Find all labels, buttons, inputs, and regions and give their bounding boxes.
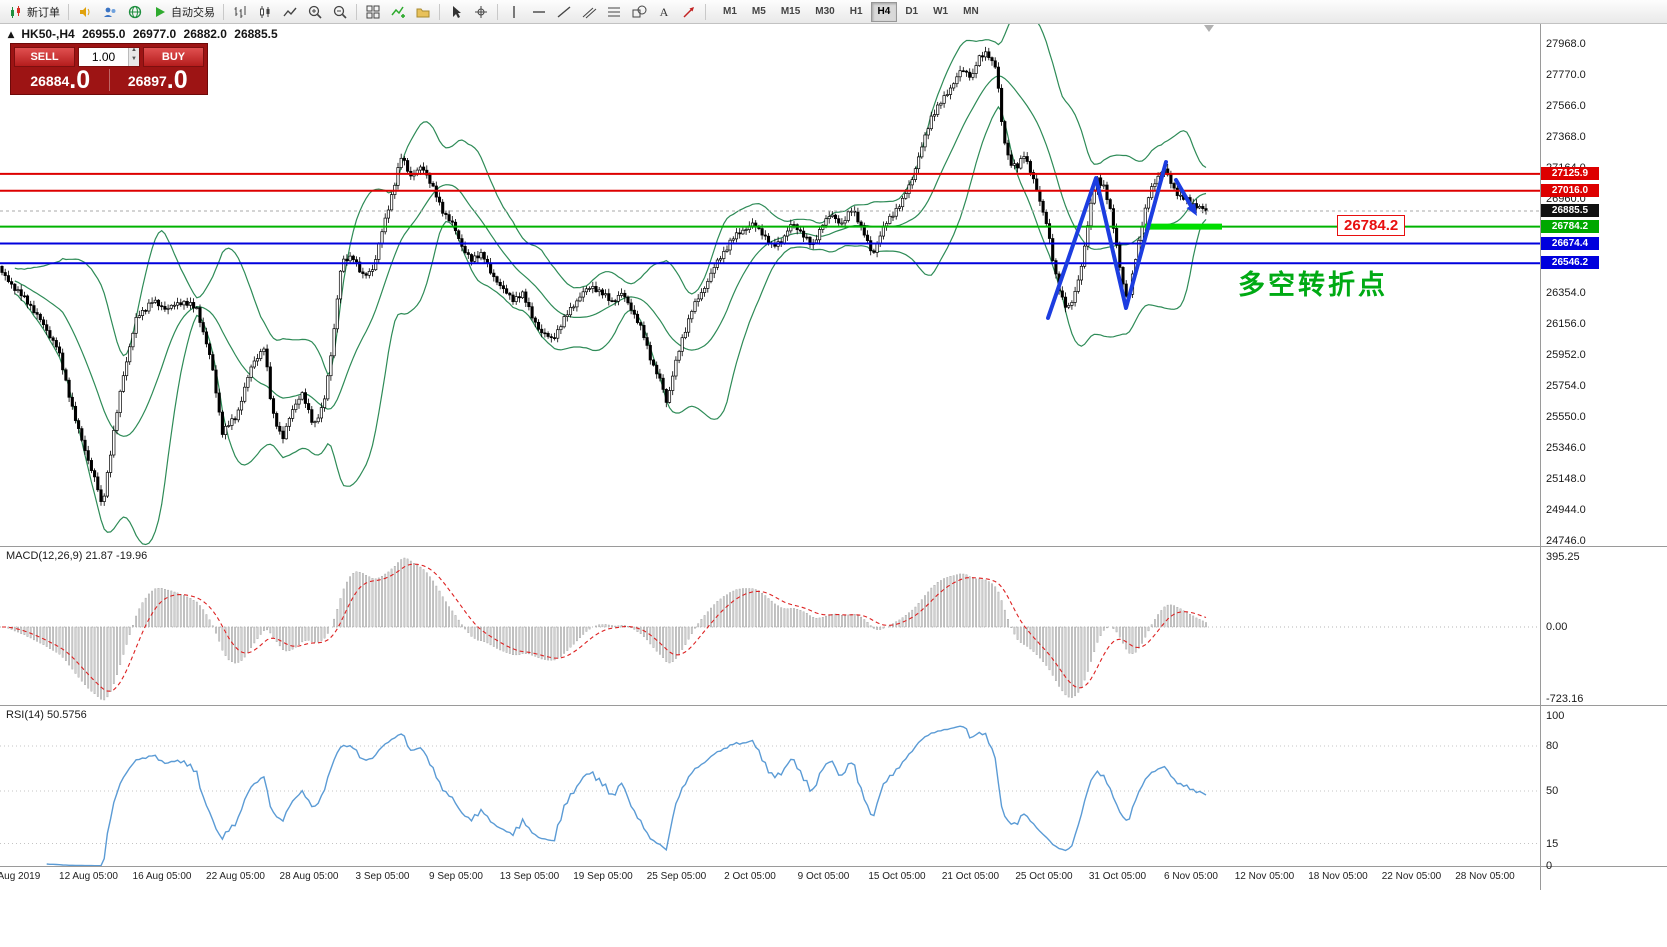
chart-shift-marker (1204, 25, 1214, 32)
text-button[interactable]: A (652, 1, 676, 23)
web-icon (127, 4, 143, 20)
toolbar-separator (705, 3, 706, 20)
channel-button[interactable] (577, 1, 601, 23)
community-icon (102, 4, 118, 20)
trade-panel-divider (108, 69, 110, 91)
community-button[interactable] (98, 1, 122, 23)
templates-button[interactable] (411, 1, 435, 23)
volume-input[interactable] (79, 48, 128, 66)
line-chart-button[interactable] (278, 1, 302, 23)
bar-chart-button[interactable] (228, 1, 252, 23)
toolbar: 新订单 自动交易 A M1 M5 M15 M30 H1 H4 D1 W1 MN (0, 0, 1667, 24)
timeframe-h4[interactable]: H4 (870, 1, 898, 22)
cursor-icon (448, 4, 464, 20)
zoom-out-icon (332, 4, 348, 20)
play-icon (152, 4, 168, 20)
horizontal-level-lines[interactable] (0, 172, 1540, 265)
toolbar-separator (68, 3, 69, 20)
timeframe-m15[interactable]: M15 (774, 2, 807, 22)
timeframe-m5[interactable]: M5 (745, 2, 773, 22)
down-arrow-head (1186, 203, 1197, 216)
vertical-line-button[interactable] (502, 1, 526, 23)
timeframe-m1[interactable]: M1 (716, 2, 744, 22)
cursor-button[interactable] (444, 1, 468, 23)
horizontal-line-icon (531, 4, 547, 20)
channel-icon (581, 4, 597, 20)
bar-chart-icon (232, 4, 248, 20)
crosshair-icon (473, 4, 489, 20)
trendline-icon (556, 4, 572, 20)
zigzag-arrow[interactable] (1046, 160, 1168, 320)
timeframe-h1[interactable]: H1 (843, 2, 870, 22)
timeframe-m30[interactable]: M30 (808, 2, 841, 22)
text-icon: A (656, 4, 672, 20)
macd-histogram (7, 557, 1207, 701)
new-order-icon (8, 4, 24, 20)
timeframe-selector: M1 M5 M15 M30 H1 H4 D1 W1 MN (716, 1, 986, 22)
candlestick-icon (257, 4, 273, 20)
indicators-button[interactable] (386, 1, 410, 23)
shapes-icon (631, 4, 647, 20)
trendline-button[interactable] (552, 1, 576, 23)
tile-windows-icon (365, 4, 381, 20)
fibonacci-icon (606, 4, 622, 20)
toolbar-separator (439, 3, 440, 20)
zoom-in-icon (307, 4, 323, 20)
volume-down-icon[interactable]: ▼ (128, 56, 139, 66)
vertical-line-icon (506, 4, 522, 20)
rsi-line (46, 725, 1207, 867)
buy-price[interactable]: 26897.0 (127, 66, 188, 94)
tile-windows-button[interactable] (361, 1, 385, 23)
sell-button[interactable]: SELL (14, 47, 75, 67)
new-order-button[interactable]: 新订单 (4, 1, 64, 23)
sell-price[interactable]: 26884.0 (30, 66, 91, 94)
toolbar-separator (497, 3, 498, 20)
buy-button[interactable]: BUY (143, 47, 204, 67)
timeframe-w1[interactable]: W1 (926, 2, 955, 22)
indicators-icon (390, 4, 406, 20)
fibonacci-button[interactable] (602, 1, 626, 23)
candles-layer (0, 46, 1208, 506)
arrows-button[interactable] (677, 1, 701, 23)
candlestick-button[interactable] (253, 1, 277, 23)
autotrade-button[interactable]: 自动交易 (148, 1, 219, 23)
svg-text:A: A (660, 5, 669, 19)
down-arrow[interactable] (1174, 178, 1193, 208)
macd-signal-line (2, 563, 1207, 692)
web-button[interactable] (123, 1, 147, 23)
toolbar-separator (223, 3, 224, 20)
zoom-out-button[interactable] (328, 1, 352, 23)
toolbar-separator (356, 3, 357, 20)
volume-stepper[interactable]: ▲ ▼ (78, 47, 140, 67)
templates-icon (415, 4, 431, 20)
crosshair-button[interactable] (469, 1, 493, 23)
zoom-in-button[interactable] (303, 1, 327, 23)
line-chart-icon (282, 4, 298, 20)
sound-button[interactable] (73, 1, 97, 23)
sound-icon (77, 4, 93, 20)
volume-up-icon[interactable]: ▲ (128, 47, 139, 57)
shapes-button[interactable] (627, 1, 651, 23)
one-click-trade-panel: SELL ▲ ▼ BUY 26884.0 26897.0 (10, 43, 208, 95)
arrows-icon (681, 4, 697, 20)
horizontal-line-button[interactable] (527, 1, 551, 23)
timeframe-mn[interactable]: MN (956, 2, 986, 22)
timeframe-d1[interactable]: D1 (898, 2, 925, 22)
